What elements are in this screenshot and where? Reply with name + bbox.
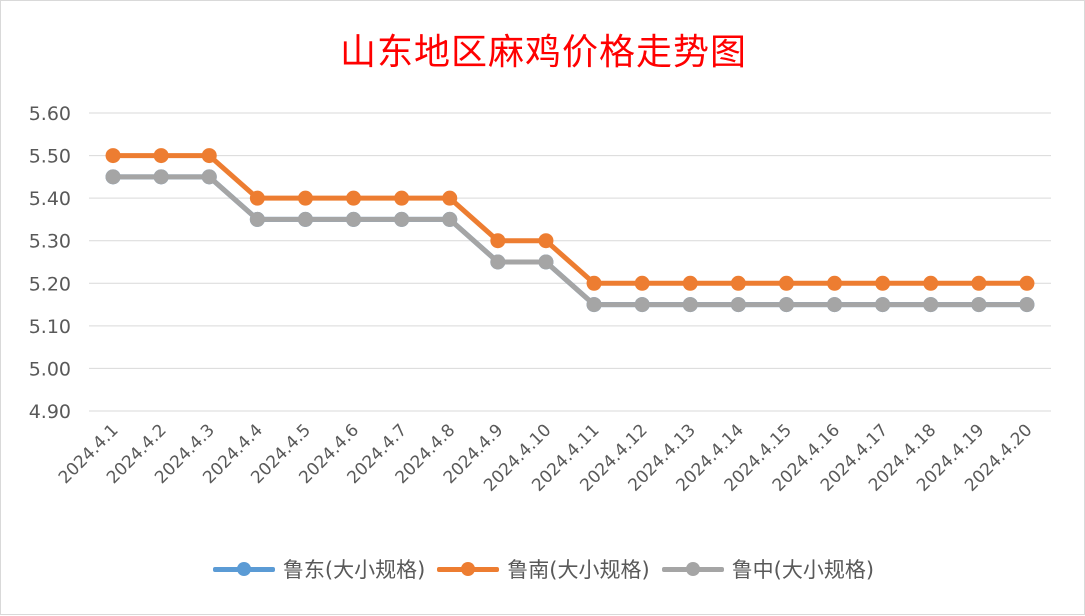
data-point bbox=[490, 254, 506, 270]
data-point bbox=[153, 169, 169, 185]
data-point bbox=[297, 211, 313, 227]
data-point bbox=[346, 211, 362, 227]
data-point bbox=[249, 190, 265, 206]
legend-swatch bbox=[437, 559, 500, 579]
data-point bbox=[634, 275, 650, 291]
data-point bbox=[201, 169, 217, 185]
gridlines bbox=[89, 112, 1051, 412]
data-point bbox=[634, 297, 650, 313]
data-point bbox=[105, 169, 121, 185]
data-point bbox=[875, 297, 891, 313]
series-lines bbox=[105, 148, 1035, 313]
data-point bbox=[778, 275, 794, 291]
data-point bbox=[297, 190, 313, 206]
data-point bbox=[682, 275, 698, 291]
legend-label: 鲁东(大小规格) bbox=[282, 558, 426, 582]
y-tick-label: 5.50 bbox=[29, 146, 71, 168]
data-point bbox=[1019, 275, 1035, 291]
series-2 bbox=[105, 169, 1035, 313]
legend-swatch bbox=[661, 559, 724, 579]
data-point bbox=[730, 297, 746, 313]
legend-swatch bbox=[212, 559, 275, 579]
data-point bbox=[827, 275, 843, 291]
data-point bbox=[586, 275, 602, 291]
data-point bbox=[153, 148, 169, 164]
data-point bbox=[249, 211, 265, 227]
legend-item: 鲁中(大小规格) bbox=[661, 554, 875, 584]
data-point bbox=[442, 190, 458, 206]
data-point bbox=[778, 297, 794, 313]
y-tick-label: 5.30 bbox=[29, 231, 71, 253]
data-point bbox=[490, 233, 506, 249]
legend-item: 鲁南(大小规格) bbox=[437, 554, 650, 584]
data-point bbox=[875, 275, 891, 291]
data-point bbox=[923, 297, 939, 313]
data-point bbox=[682, 297, 698, 313]
data-point bbox=[923, 275, 939, 291]
series-line bbox=[110, 174, 1030, 308]
legend-label: 鲁中(大小规格) bbox=[731, 558, 875, 582]
y-tick-label: 5.40 bbox=[29, 188, 71, 210]
data-point bbox=[538, 233, 554, 249]
data-point bbox=[442, 211, 458, 227]
data-point bbox=[827, 297, 843, 313]
data-point bbox=[730, 275, 746, 291]
y-axis-ticks: 4.90 5.00 5.10 5.20 5.30 5.40 5.50 5.60 bbox=[29, 103, 71, 423]
data-point bbox=[105, 148, 121, 164]
data-point bbox=[1019, 297, 1035, 313]
series-line bbox=[110, 153, 1030, 286]
data-point bbox=[394, 211, 410, 227]
series-1 bbox=[105, 148, 1035, 291]
x-axis-ticks: 2024.4.12024.4.22024.4.32024.4.42024.4.5… bbox=[55, 420, 1037, 495]
y-tick-label: 5.00 bbox=[29, 358, 71, 380]
data-point bbox=[971, 297, 987, 313]
data-point bbox=[346, 190, 362, 206]
chart-title: 山东地区麻鸡价格走势图 bbox=[339, 32, 747, 73]
y-tick-label: 4.90 bbox=[29, 401, 71, 423]
legend: 鲁东(大小规格) 鲁南(大小规格) 鲁中(大小规格) bbox=[1, 554, 1085, 584]
data-point bbox=[538, 254, 554, 270]
y-tick-label: 5.20 bbox=[29, 273, 71, 295]
data-point bbox=[394, 190, 410, 206]
data-point bbox=[586, 297, 602, 313]
legend-item: 鲁东(大小规格) bbox=[212, 554, 426, 584]
data-point bbox=[201, 148, 217, 164]
y-tick-label: 5.60 bbox=[29, 103, 71, 125]
data-point bbox=[971, 275, 987, 291]
legend-label: 鲁南(大小规格) bbox=[507, 558, 650, 582]
y-tick-label: 5.10 bbox=[29, 316, 71, 338]
